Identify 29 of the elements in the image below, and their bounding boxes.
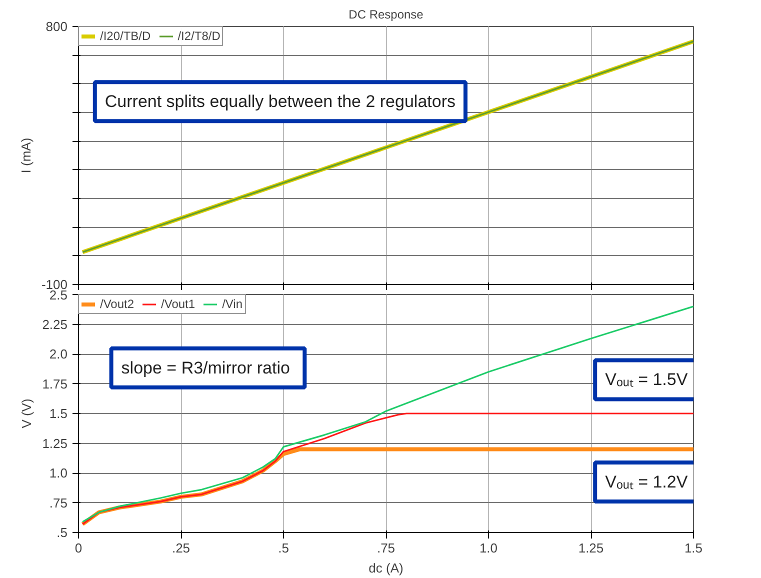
y-tick-label: 1.5 [49, 406, 68, 421]
x-tick-label: 1.0 [479, 540, 498, 556]
annotation: Vₒᵤₜ = 1.2V [605, 472, 688, 492]
x-tick-label: 0 [74, 540, 82, 556]
x-tick-label: .75 [376, 540, 396, 556]
y-axis-title: I (mA) [18, 138, 34, 174]
legend-label: /Vout1 [161, 297, 196, 311]
legend-label: /Vin [222, 297, 243, 311]
annotation: Vₒᵤₜ = 1.5V [605, 370, 688, 390]
annotation: slope = R3/mirror ratio [121, 358, 290, 378]
legend-label: /Vout2 [100, 297, 134, 311]
x-axis-title: dc (A) [368, 560, 404, 576]
y-tick-label: 2.0 [49, 346, 68, 362]
x-tick-label: 1.5 [684, 540, 703, 556]
x-tick-label: .5 [278, 540, 289, 556]
y-tick-label: 1.0 [49, 466, 68, 480]
y-tick-label: .5 [56, 525, 68, 540]
y-tick-label: .75 [49, 495, 68, 510]
y-axis-title: V (V) [19, 398, 34, 428]
y-tick-label: 1.25 [42, 436, 68, 451]
y-tick-label: 1.75 [42, 376, 68, 392]
y-tick-label: 2.25 [42, 316, 68, 332]
legend-label: /I20/TB/D [100, 29, 151, 43]
chart-title: DC Response [348, 8, 424, 22]
x-tick-label: .25 [172, 540, 190, 556]
legend-label: /I2/T8/D [178, 29, 220, 43]
y-tick-label: 800 [46, 19, 68, 34]
annotation: Current splits equally between the 2 regulators [104, 92, 456, 112]
x-tick-label: 1.25 [578, 540, 604, 556]
